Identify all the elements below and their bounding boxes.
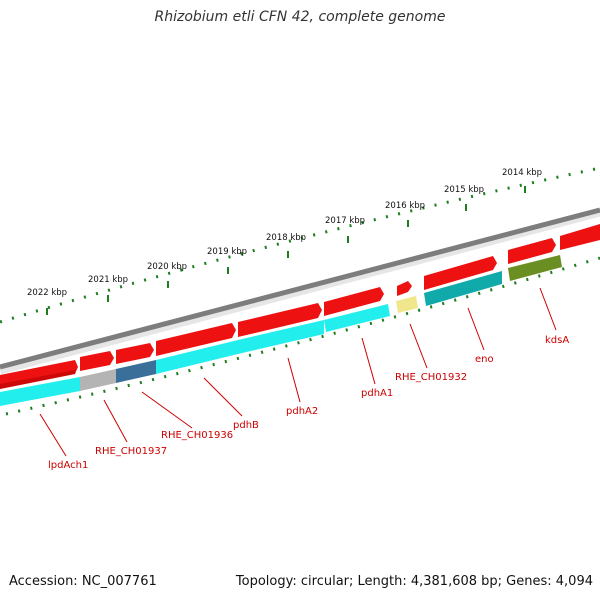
kbp-label: 2017 kbp [325,216,365,226]
leader-pdhA1 [361,337,376,385]
gene-label-RHE_CH01937[interactable]: RHE_CH01937 [95,446,167,457]
gene-label-RHE_CH01936[interactable]: RHE_CH01936 [161,430,233,441]
gene-label-eno[interactable]: eno [475,354,494,365]
leader-kdsA [539,287,557,331]
leader-RHE_CH01932 [409,323,428,369]
genome-backbone [0,207,600,370]
gene-bar-kdsA[interactable] [508,255,562,281]
leader-RHE_CH01936 [141,391,193,429]
cds-arrow[interactable] [560,224,600,250]
gene-label-pdhB[interactable]: pdhB [233,420,259,431]
gene-labels: lpdAch1 RHE_CH01937 RHE_CH01936 pdhB pdh… [48,335,569,471]
gene-bar-lpdAch1[interactable] [0,377,80,406]
gene-bar-RHE_CH01936[interactable] [116,360,156,383]
kbp-label: 2021 kbp [88,275,128,285]
accession-text: Accession: NC_007761 [9,574,157,589]
cds-track [0,224,600,389]
gene-label-pdhA2[interactable]: pdhA2 [286,406,318,417]
kbp-label: 2015 kbp [444,185,484,195]
map-title: Rhizobium etli CFN 42, complete genome [154,9,446,25]
leader-RHE_CH01937 [103,399,128,443]
kbp-label: 2022 kbp [27,288,67,298]
kbp-label: 2014 kbp [502,168,542,178]
gene-bar-pdhA2[interactable] [238,320,324,354]
kbp-label: 2016 kbp [385,201,425,211]
gene-label-lpdAch1[interactable]: lpdAch1 [48,460,88,471]
cds-arrow[interactable] [397,281,412,296]
gene-leader-lines [39,287,557,457]
cds-arrow[interactable] [116,343,154,364]
cds-arrow-shade [0,370,75,389]
leader-lpdAch1 [39,413,67,457]
gene-label-RHE_CH01932[interactable]: RHE_CH01932 [395,372,467,383]
gene-bar-pdhB[interactable] [156,340,238,374]
kbp-label: 2019 kbp [207,247,247,257]
gene-label-pdhA1[interactable]: pdhA1 [361,388,393,399]
outer-tick-track [0,166,600,324]
gene-bar-pdhA1[interactable] [324,304,390,332]
leader-eno [467,307,485,351]
cds-arrow[interactable] [80,351,114,371]
gene-bar-RHE_CH01937[interactable] [80,369,116,391]
kbp-major-ticks [46,186,526,315]
cds-arrow[interactable] [324,287,384,316]
cds-arrow[interactable] [424,256,497,290]
cds-arrow[interactable] [508,238,556,264]
kbp-labels: 2022 kbp 2021 kbp 2020 kbp 2019 kbp 2018 kbp… [27,168,542,298]
kbp-label: 2018 kbp [266,233,306,243]
gene-track [0,255,562,406]
gene-bar-eno[interactable] [424,271,502,306]
leader-pdhA2 [287,357,301,403]
cds-arrow[interactable] [156,323,236,356]
genome-summary-text: Topology: circular; Length: 4,381,608 bp… [235,574,593,589]
gene-bar-RHE_CH01932[interactable] [396,296,418,313]
kbp-label: 2020 kbp [147,262,187,272]
cds-arrow[interactable] [238,303,322,337]
minor-ticks-outer [0,166,600,324]
leader-pdhB [203,377,243,417]
gene-label-kdsA[interactable]: kdsA [545,335,569,346]
